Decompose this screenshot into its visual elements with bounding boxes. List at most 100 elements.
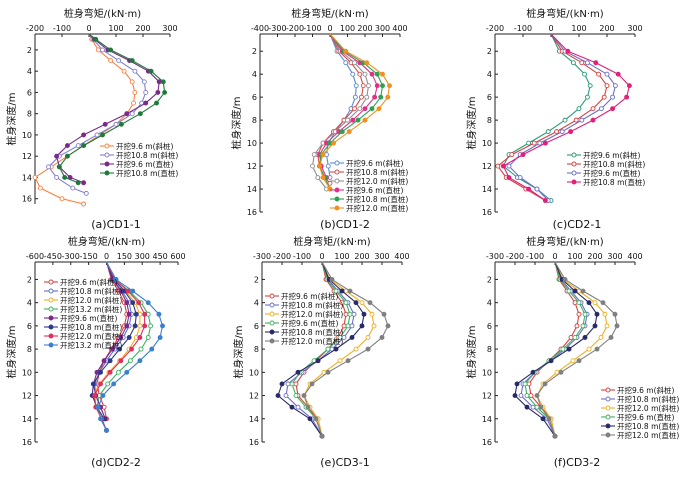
x-axis-title: 桩身弯矩/(kN·m) xyxy=(526,235,603,248)
y-tick-label: 6 xyxy=(252,93,257,102)
legend-label: 开挖9.6 m(斜桩) xyxy=(281,291,339,301)
series-line-a-2 xyxy=(56,33,160,184)
data-point xyxy=(126,311,132,317)
data-point xyxy=(98,381,103,387)
data-point xyxy=(331,140,336,146)
y-tick-label: 8 xyxy=(254,345,259,354)
y-tick-label: 14 xyxy=(249,415,259,424)
y-tick-label: 4 xyxy=(27,299,32,308)
y-tick-label: 8 xyxy=(487,116,492,125)
data-point xyxy=(374,83,380,89)
series-line-f-4 xyxy=(514,261,598,437)
legend-label: 开挖12.0 m(直桩) xyxy=(60,331,122,341)
data-point xyxy=(137,335,143,340)
data-point xyxy=(295,369,301,375)
data-point xyxy=(353,83,359,89)
data-point xyxy=(534,393,540,398)
data-point xyxy=(157,335,163,340)
legend-marker xyxy=(48,324,54,330)
y-tick-label: 2 xyxy=(27,46,32,55)
data-point xyxy=(124,111,130,117)
x-axis-title: 桩身弯矩/(kN·m) xyxy=(293,235,370,248)
y-tick-label: 2 xyxy=(254,275,259,284)
y-tick-label: 6 xyxy=(27,88,32,97)
legend-label: 开挖9.6 m(直桩) xyxy=(346,185,404,195)
data-point xyxy=(155,89,161,95)
data-point xyxy=(75,180,81,186)
y-tick-label: 12 xyxy=(482,162,492,171)
data-point xyxy=(325,346,331,352)
legend-marker xyxy=(269,320,275,326)
data-point xyxy=(366,83,371,89)
legend-marker xyxy=(48,297,54,303)
data-point xyxy=(355,117,361,123)
legend-label: 开挖9.6 m(斜桩) xyxy=(583,150,641,160)
data-point xyxy=(160,79,166,85)
legend-label: 开挖12.0 m(斜桩) xyxy=(617,403,679,413)
data-point xyxy=(301,393,307,398)
data-point xyxy=(579,60,585,66)
legend-label: 开挖9.6 m(直桩) xyxy=(60,313,118,323)
data-point xyxy=(542,140,548,146)
legend-marker xyxy=(104,170,110,176)
data-point xyxy=(343,60,349,66)
data-point xyxy=(545,129,551,135)
data-point xyxy=(305,404,311,410)
data-point xyxy=(574,323,580,329)
data-point xyxy=(279,381,285,387)
data-point xyxy=(349,323,355,329)
y-tick-label: 4 xyxy=(487,299,492,308)
data-point xyxy=(369,311,375,317)
y-axis-title: 桩身深度/m xyxy=(465,325,478,378)
legend-label: 开挖10.8 m(直桩) xyxy=(281,327,343,337)
data-point xyxy=(566,346,572,352)
data-point xyxy=(526,140,532,146)
legend-label: 开挖12.0 m(直桩) xyxy=(281,336,343,346)
legend-marker xyxy=(48,306,54,312)
data-point xyxy=(610,94,616,100)
x-tick-label: -200 xyxy=(486,24,504,33)
y-tick-label: 12 xyxy=(482,392,492,401)
data-point xyxy=(352,60,357,66)
data-point xyxy=(584,94,590,100)
legend-marker xyxy=(605,396,611,402)
data-point xyxy=(353,300,359,306)
y-tick-label: 12 xyxy=(22,152,32,161)
x-tick-label: 0 xyxy=(104,252,109,261)
y-tick-label: 4 xyxy=(27,67,32,76)
y-tick-label: 2 xyxy=(252,47,257,56)
data-point xyxy=(362,106,368,112)
data-point xyxy=(136,300,142,306)
data-point xyxy=(339,288,345,294)
data-point xyxy=(162,89,168,95)
data-point xyxy=(107,369,113,375)
data-point xyxy=(285,381,291,387)
data-point xyxy=(580,323,586,329)
panel-b: -400 -300 -200 -100 0 100 200 300 400 2 4 6 8 10 12 14 1… xyxy=(230,7,408,217)
data-point xyxy=(500,163,506,169)
data-point xyxy=(70,185,76,191)
legend-marker xyxy=(48,315,54,321)
data-point xyxy=(62,174,68,180)
x-axis-title: 桩身弯矩/(kN·m) xyxy=(64,7,141,20)
data-point xyxy=(610,106,616,112)
y-tick-label: 6 xyxy=(487,322,492,331)
legend-marker xyxy=(104,161,110,167)
data-point xyxy=(92,393,98,398)
data-point xyxy=(357,71,363,77)
data-point xyxy=(362,71,368,77)
x-tick-label: 0 xyxy=(327,24,332,33)
legend-marker xyxy=(605,423,611,429)
data-point xyxy=(100,132,105,138)
data-point xyxy=(138,346,144,352)
panel-d: -600 -450 -300 -150 0 150 300 450 600 2 4 6 8 10 12 14 1… xyxy=(5,235,186,447)
data-point xyxy=(104,427,109,433)
legend-marker xyxy=(605,432,611,438)
data-point xyxy=(572,300,578,306)
y-tick-label: 10 xyxy=(22,131,32,140)
data-point xyxy=(376,106,382,112)
legend-marker xyxy=(605,405,611,411)
data-point xyxy=(614,323,620,329)
y-axis-title: 桩身深度/m xyxy=(232,325,245,378)
legend-label: 开挖9.6 m(斜桩) xyxy=(617,385,675,395)
